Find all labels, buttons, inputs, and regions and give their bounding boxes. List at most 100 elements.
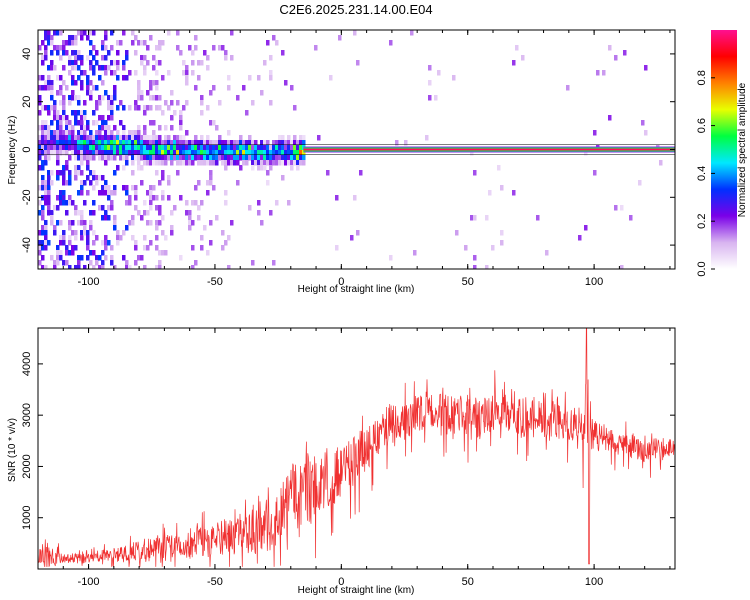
spectrogram-cell [89,40,93,46]
spectrogram-cell [164,235,168,241]
spectrogram-cell [137,145,141,151]
spectrogram-cell [56,50,60,56]
spectrogram-cell [221,230,225,236]
spectrogram-cell [107,115,111,121]
spectrogram-cell [209,155,213,161]
spectrogram-cell [38,135,42,141]
spectrogram-cell [92,110,96,116]
spectrogram-cell [302,135,306,141]
spectrogram-cell [197,180,201,186]
spectrogram-cell [128,265,132,269]
spectrogram-cell [335,195,339,201]
spectrogram-cell [50,65,54,71]
spectrogram-cell [155,60,159,66]
spectrogram-cell [485,265,489,269]
spectrogram-cell [80,70,84,76]
spectrogram-cell [140,55,144,61]
spectrogram-cell [500,185,504,191]
spectrogram-cell [77,120,81,126]
spectrogram-cell [329,75,333,81]
spectrogram-cell [125,135,129,141]
spectrogram-cell [53,105,57,111]
spectrogram-cell [137,210,141,216]
spectrogram-cell [92,185,96,191]
spectrogram-cell [71,40,75,46]
spectrogram-cell [104,190,108,196]
spectrogram-cell [68,220,72,226]
spectrogram-cell [158,250,162,256]
spectrogram-cell [293,160,297,166]
spectrogram-cell [53,45,57,51]
spectrogram-cell [101,120,105,126]
spectrogram-cell [176,100,180,106]
spectrogram-cell [62,115,66,121]
spectrogram-cell [131,150,135,156]
spectrogram-cell [68,155,72,161]
spectrogram-cell [275,40,279,46]
spectrogram-cell [62,195,66,201]
spectrogram-cell [245,160,249,166]
spectrogram-cell [56,120,60,126]
spectrogram-cell [152,65,156,71]
spectrogram-cell [176,135,180,141]
spectrogram-cell [620,205,624,211]
spectrogram-cell [92,135,96,141]
spectrogram-cell [278,145,282,151]
spectrogram-cell [110,140,114,146]
snr-frame [37,327,676,570]
spectrogram-cell [86,120,90,126]
spectrogram-cell [41,125,45,131]
spectrogram-cell [71,80,75,86]
chart-title: C2E6.2025.231.14.00.E04 [279,2,432,17]
spectrogram-cell [269,150,273,156]
colorbar-ticks: 0.0 0.2 0.4 0.6 0.8 [696,70,715,277]
spectrogram-cell [281,140,285,146]
spectrogram-cell [296,165,300,171]
spectrogram-cell [65,150,69,156]
spectrogram-cell [182,140,186,146]
spectrogram-cell [71,110,75,116]
spectrogram-cell [50,50,54,56]
spectrogram-cell [257,150,261,156]
spectrogram-cell [89,145,93,151]
spectrogram-cell [203,145,207,151]
spectrogram-cell [143,135,147,141]
x-tick-label: -50 [207,576,223,588]
spectrogram-cell [92,175,96,181]
spectrogram-cell [188,160,192,166]
spectrogram-cell [116,60,120,66]
spectrogram-cell [209,220,213,226]
spectrogram-cell [104,130,108,136]
spectrogram-cell [131,170,135,176]
spectrogram-cell [263,145,267,151]
spectrogram-cell [137,40,141,46]
spectrogram-cell [68,200,72,206]
spectrogram-cell [71,145,75,151]
spectrogram-cell [134,130,138,136]
spectrogram-cell [242,140,246,146]
spectrogram-cell [53,65,57,71]
spectrogram-cell [68,170,72,176]
spectrogram-cell [62,230,66,236]
spectrogram-cell [293,155,297,161]
spectrogram-x-ticks: -100 -50 0 50 100 [37,30,671,288]
spectrogram-cell [209,90,213,96]
spectrogram-cell [359,170,363,176]
spectrogram-cell [161,155,165,161]
spectrogram-cell [155,150,159,156]
spectrogram-cell [287,145,291,151]
spectrogram-cell [194,35,198,41]
spectrogram-cell [290,145,294,151]
spectrogram-cell [224,50,228,56]
band-core [303,148,675,151]
spectrogram-cell [41,85,45,91]
spectrogram-cell [257,155,261,161]
spectrogram-cell [197,150,201,156]
spectrogram-cell [110,200,114,206]
colorbar-gradient [711,30,737,269]
spectrogram-cell [260,140,264,146]
spectrogram-cell [68,40,72,46]
spectrogram-cell [278,155,282,161]
spectrogram-cell [53,135,57,141]
spectrogram-cell [191,70,195,76]
